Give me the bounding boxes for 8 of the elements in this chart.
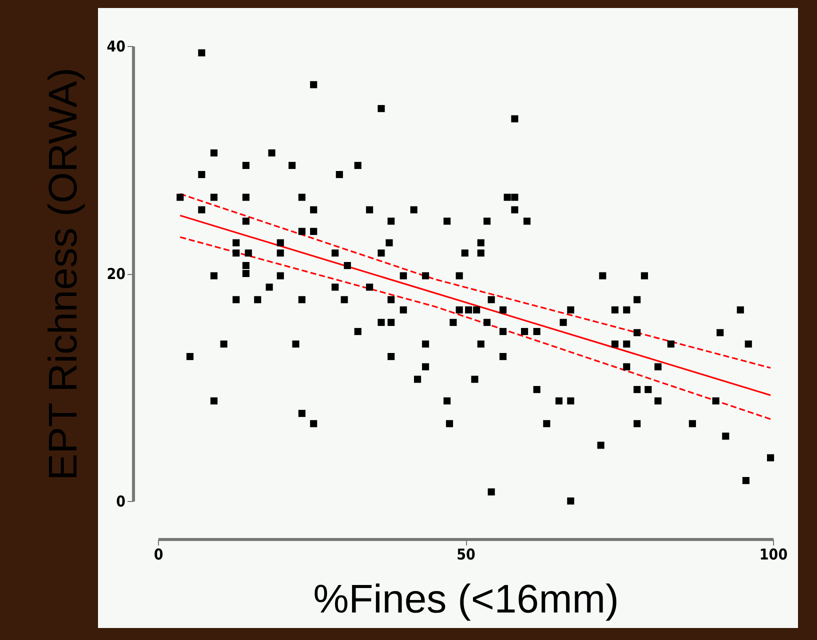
x-tick-label: 0 — [154, 546, 164, 564]
y-axis-title: EPT Richness (ORWA) — [42, 68, 86, 480]
x-axis-title: %Fines (<16mm) — [313, 578, 619, 622]
y-tick-label: 20 — [106, 265, 126, 283]
y-tick-label: 40 — [106, 38, 126, 56]
x-tick-label: 100 — [759, 546, 788, 564]
x-tick-label: 50 — [456, 546, 476, 564]
y-tick-label: 0 — [116, 492, 126, 510]
